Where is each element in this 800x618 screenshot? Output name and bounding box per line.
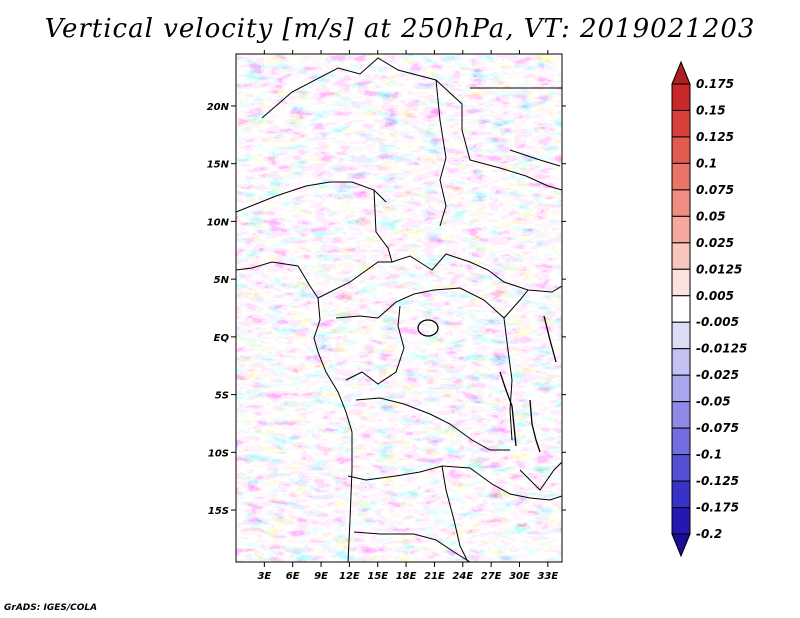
colorbar-label: -0.1	[696, 448, 722, 462]
colorbar-label: 0.125	[696, 130, 734, 144]
velocity-field	[236, 54, 562, 562]
y-tick-label: 5S	[215, 391, 229, 402]
plot-frame	[235, 53, 563, 563]
colorbar-label: 0.05	[696, 209, 726, 223]
x-tick-label: 15E	[367, 571, 388, 582]
footer-credit: GrADS: IGES/COLA	[4, 603, 98, 613]
colorbar-swatch	[671, 295, 691, 323]
y-tick-label: 5N	[214, 275, 230, 286]
y-tick-label: 10S	[208, 448, 229, 459]
x-axis: 3E 6E 9E 12E 15E 18E 21E 24E 27E 30E 33E	[257, 50, 558, 582]
colorbar-swatch	[671, 189, 691, 217]
colorbar-label: 0.075	[696, 183, 734, 197]
colorbar-label: 0.15	[696, 103, 726, 117]
y-tick-label: 15S	[208, 506, 229, 517]
colorbar-swatch	[671, 507, 691, 535]
colorbar-label: -0.05	[696, 395, 731, 409]
x-tick-label: 6E	[286, 571, 300, 582]
y-tick-label: 20N	[207, 102, 230, 113]
colorbar-label: -0.125	[696, 474, 739, 488]
colorbar-label: -0.005	[696, 315, 739, 329]
colorbar-swatch	[671, 242, 691, 270]
colorbar-swatch	[671, 401, 691, 429]
colorbar-swatch-top	[671, 60, 691, 85]
x-tick-label: 21E	[424, 571, 445, 582]
y-axis: 20N 15N 10N 5N EQ 5S 10S 15S	[207, 102, 566, 517]
colorbar-swatch	[671, 374, 691, 403]
y-tick-label: 15N	[207, 160, 230, 171]
country-borders	[236, 57, 562, 562]
colorbar-label: -0.025	[696, 368, 739, 382]
lake-outlines	[417, 315, 557, 453]
y-tick-label: EQ	[214, 333, 230, 344]
colorbar-swatch	[671, 427, 691, 456]
colorbar-swatch	[671, 83, 691, 111]
map-plot-area	[236, 54, 562, 562]
x-tick-label: 30E	[509, 571, 530, 582]
y-tick-label: 10N	[207, 217, 230, 228]
x-tick-label: 24E	[452, 571, 473, 582]
colorbar-label: 0.0125	[696, 262, 742, 276]
colorbar-label: 0.175	[696, 77, 734, 91]
colorbar-swatch-bottom	[671, 533, 691, 558]
colorbar-label: 0.025	[696, 236, 734, 250]
x-tick-label: 9E	[314, 571, 328, 582]
colorbar-swatch	[671, 480, 691, 509]
colorbar-swatch	[671, 215, 691, 244]
x-tick-label: 27E	[481, 571, 502, 582]
x-tick-label: 3E	[257, 571, 271, 582]
colorbar-swatch	[671, 454, 691, 482]
colorbar-swatch	[671, 136, 691, 164]
x-tick-label: 18E	[396, 571, 417, 582]
colorbar-swatch	[671, 162, 691, 191]
colorbar-label: 0.1	[696, 156, 717, 170]
x-tick-label: 12E	[339, 571, 360, 582]
colorbar-label: -0.2	[696, 527, 722, 541]
colorbar-label: 0.005	[696, 289, 734, 303]
colorbar-label: -0.075	[696, 421, 739, 435]
colorbar-swatch	[671, 348, 691, 376]
chart-title: Vertical velocity [m/s] at 250hPa, VT: 2…	[44, 14, 756, 44]
colorbar-swatch	[671, 321, 691, 350]
colorbar: 0.175 0.15 0.125 0.1 0.075 0.05 0.025 0.0125 0.0…	[671, 60, 747, 558]
colorbar-swatch	[671, 268, 691, 297]
x-tick-label: 33E	[537, 571, 558, 582]
colorbar-label: -0.175	[696, 501, 739, 515]
colorbar-label: -0.0125	[696, 342, 747, 356]
colorbar-swatch	[671, 109, 691, 138]
